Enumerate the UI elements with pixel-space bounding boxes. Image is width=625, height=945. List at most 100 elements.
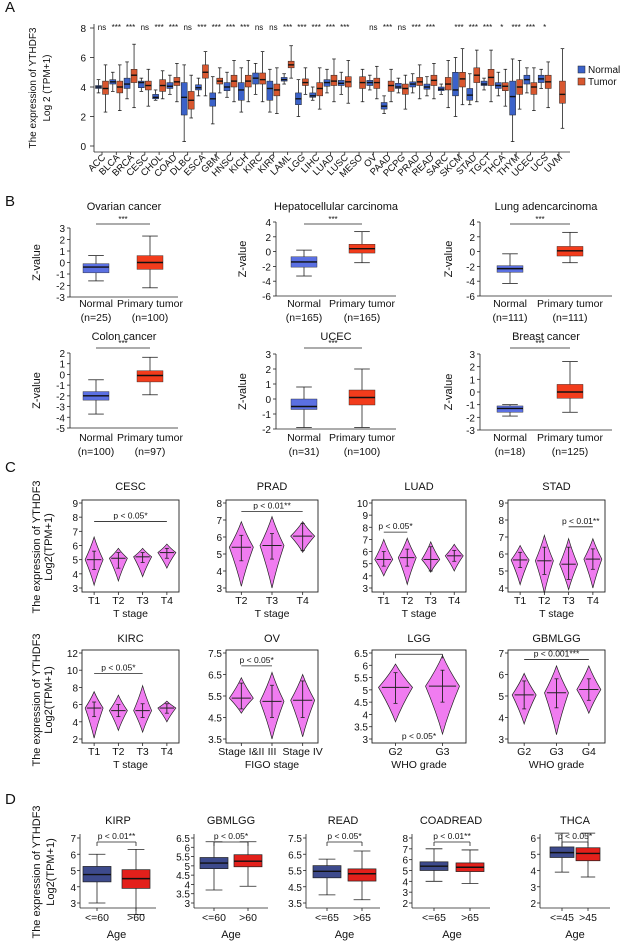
y-tick-label: 1 <box>59 360 65 371</box>
y-tick-label: 2 <box>59 349 65 360</box>
y-tick-label: 8 <box>402 834 408 845</box>
box-tumor <box>130 43 138 109</box>
x-axis-label: T stage <box>255 608 290 620</box>
x-tick-label: Primary tumor <box>117 298 183 310</box>
y-tick-label: 6 <box>402 856 408 867</box>
y-tick-label: 6 <box>362 548 368 559</box>
significance-label: *** <box>535 339 544 348</box>
y-tick-label: 4 <box>70 883 76 894</box>
y-tick-label: 4 <box>72 718 78 729</box>
box-tumor <box>348 231 376 264</box>
x-tick-label: G2 <box>388 746 402 758</box>
y-tick-label: 4 <box>72 570 78 581</box>
y-tick-label: 1 <box>469 375 475 386</box>
chart-title: READ <box>328 815 359 827</box>
plot-frame <box>507 499 606 593</box>
box-normal <box>238 67 245 113</box>
y-tick-label: 5 <box>216 550 222 561</box>
x-tick-label: <=65 <box>315 912 339 924</box>
box-tumor <box>556 361 584 413</box>
sample-size-label: (n=97) <box>135 446 166 458</box>
sample-size-label: (n=165) <box>286 312 322 324</box>
box-younger <box>549 832 575 873</box>
y-tick-label: 6 <box>530 834 536 845</box>
y-tick-label: 6 <box>216 533 222 544</box>
y-tick-label: 4 <box>530 867 536 878</box>
legend-swatch-tumor <box>577 77 586 86</box>
box-tumor <box>187 74 195 119</box>
significance-label: *** <box>297 23 306 32</box>
x-tick-label: T4 <box>587 595 599 607</box>
box-normal <box>95 79 102 94</box>
box-normal <box>82 379 110 415</box>
sample-size-label: (n=111) <box>553 312 588 324</box>
box-tumor <box>473 49 481 103</box>
pvalue-label: p < 0.05* <box>327 831 362 841</box>
y-tick-label: 3 <box>362 735 368 746</box>
x-tick-label: >60 <box>127 912 145 924</box>
x-tick-label: Primary tumor <box>117 432 183 444</box>
box-tumor <box>145 68 152 107</box>
box-tumor <box>136 356 164 396</box>
y-tick-label: 8 <box>80 24 86 35</box>
box-tumor <box>359 68 366 103</box>
sample-size-label: (n=111) <box>493 312 528 324</box>
y-tick-label: 6.5 <box>354 649 368 660</box>
y-tick-label: -2 <box>56 392 65 403</box>
y-tick-label: -4 <box>466 277 475 288</box>
x-tick-label: T4 <box>448 595 460 607</box>
x-axis-label: FIGO stage <box>245 759 299 771</box>
pvalue-label: p < 0.05* <box>113 510 148 520</box>
x-axis-label: Age <box>335 929 355 941</box>
box-normal <box>496 404 524 417</box>
box-normal <box>166 74 174 95</box>
y-tick-label: 4 <box>216 567 222 578</box>
box-younger <box>199 841 229 891</box>
chart-title: Breast cancer <box>512 331 580 343</box>
x-tick-label: T4 <box>297 595 309 607</box>
x-axis-label: Age <box>565 929 585 941</box>
pvalue-label: p < 0.05* <box>378 521 413 531</box>
y-axis-label: Log2(TPM+1) <box>43 666 55 734</box>
x-tick-label: Stage I&II <box>218 746 264 758</box>
y-tick-label: -3 <box>56 293 65 304</box>
box-tumor <box>544 61 552 109</box>
y-tick-label: 3 <box>59 224 65 235</box>
plot-frame <box>81 499 180 593</box>
x-tick-label: T3 <box>425 595 437 607</box>
chart-title: CESC <box>115 481 146 493</box>
x-tick-label: >45 <box>579 912 597 924</box>
box-iqr <box>459 72 466 88</box>
y-tick-label: 5 <box>70 867 76 878</box>
box-iqr <box>266 80 274 101</box>
y-tick-label: 0 <box>265 248 271 259</box>
box-iqr <box>559 80 566 104</box>
y-tick-label: 5 <box>184 862 190 873</box>
box-normal <box>266 68 274 113</box>
y-tick-label: 0 <box>469 248 475 259</box>
y-tick-label: -1 <box>56 270 65 281</box>
y-tick-label: 4 <box>184 880 190 891</box>
x-tick-label: Normal <box>79 432 113 444</box>
box-older <box>575 832 601 878</box>
x-tick-label: <=45 <box>550 912 574 924</box>
significance-label: ns <box>269 23 277 32</box>
box-normal <box>309 86 316 101</box>
x-tick-label: >65 <box>353 912 371 924</box>
y-tick-label: 5.5 <box>176 853 190 864</box>
box-normal <box>409 73 416 94</box>
sample-size-label: (n=125) <box>552 446 588 458</box>
box-iqr <box>290 398 318 410</box>
box-normal <box>180 64 188 142</box>
y-tick-label: 4.5 <box>176 871 190 882</box>
chart-title: Hepatocellular carcinoma <box>274 201 399 213</box>
chart-title: COADREAD <box>420 815 482 827</box>
significance-label: ns <box>183 23 191 32</box>
box-iqr <box>152 94 159 100</box>
chart-title: PRAD <box>257 481 288 493</box>
y-tick-label: -4 <box>56 413 65 424</box>
significance-label: * <box>500 23 503 32</box>
y-axis-label: Z-value <box>237 241 249 278</box>
box-tumor <box>387 68 395 103</box>
